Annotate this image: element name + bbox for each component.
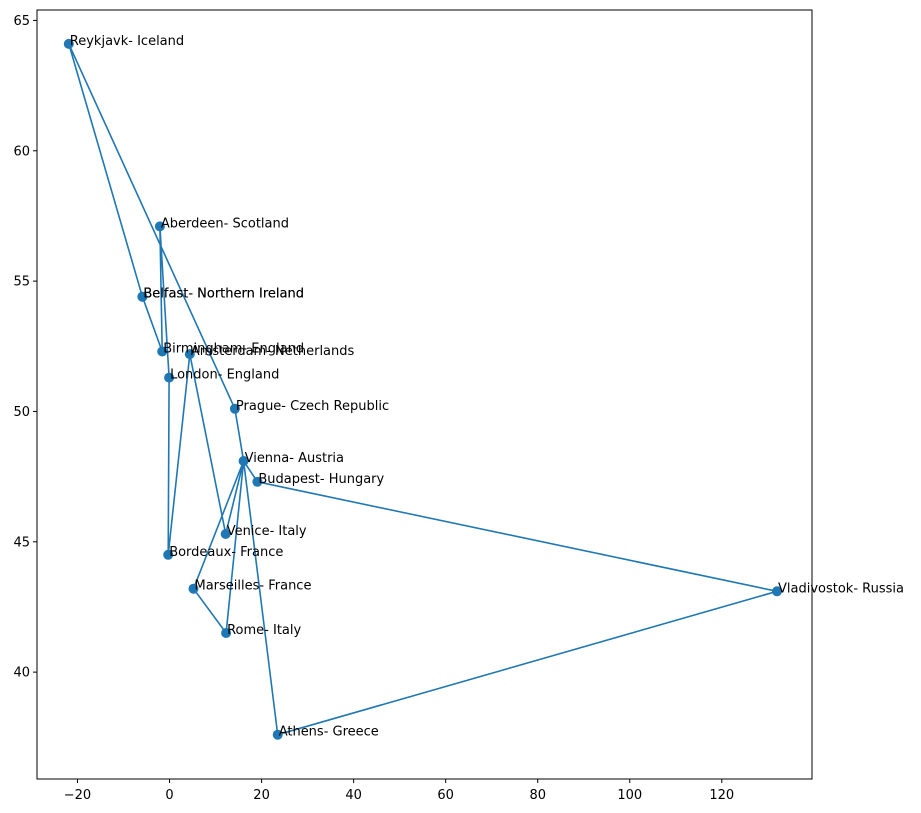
city-point <box>184 349 195 360</box>
city-point <box>63 38 74 49</box>
city-label: Budapest- Hungary <box>258 472 384 487</box>
x-tick-label: −20 <box>64 788 91 803</box>
y-tick-label: 40 <box>13 666 30 681</box>
city-label: Vladivostok- Russia <box>778 581 904 596</box>
city-point <box>137 291 148 302</box>
city-label: Reykjavk- Iceland <box>70 34 184 49</box>
city-point <box>229 403 240 414</box>
city-label: Marseilles- France <box>195 579 312 594</box>
city-label: Prague- Czech Republic <box>236 399 389 414</box>
x-tick-label: 0 <box>165 788 173 803</box>
city-label: Athens- Greece <box>279 725 379 740</box>
x-tick-label: 40 <box>345 788 362 803</box>
x-axis: −20 0 20 40 60 80 100 120 <box>64 779 734 803</box>
city-label: Aberdeen- Scotland <box>161 216 289 231</box>
city-label: Venice- Italy <box>227 524 307 539</box>
city-label: Rome- Italy <box>227 623 301 638</box>
city-point <box>221 628 232 638</box>
city-label: Belfast- Northern Ireland <box>143 287 304 302</box>
points-layer <box>63 38 782 740</box>
city-label: Belfast- Northern Ireland <box>143 287 304 302</box>
labels-layer: Reykjavk- Iceland Aberdeen- Scotland Belfa… <box>70 34 904 740</box>
plot-frame <box>36 9 813 780</box>
city-point <box>154 221 165 232</box>
y-tick-label: 65 <box>13 14 30 29</box>
city-point <box>157 346 168 357</box>
city-label: Amsterdam- Netherlands <box>191 344 355 359</box>
y-tick-label: 45 <box>13 535 30 550</box>
x-tick-label: 80 <box>529 788 546 803</box>
city-label: Bordeaux- France <box>169 545 283 560</box>
city-label: Birmingham- England <box>163 342 304 357</box>
y-tick-label: 55 <box>13 275 30 290</box>
x-tick-label: 20 <box>253 788 270 803</box>
city-point <box>164 372 175 383</box>
city-label: London- England <box>170 368 279 383</box>
city-point <box>163 549 174 560</box>
x-tick-label: 100 <box>617 788 642 803</box>
city-label: Vienna- Austria <box>245 451 344 466</box>
city-point <box>772 586 782 597</box>
x-tick-label: 120 <box>709 788 734 803</box>
y-tick-label: 50 <box>13 405 30 420</box>
city-point <box>252 476 263 487</box>
y-tick-label: 60 <box>13 144 30 159</box>
plot-area <box>37 10 812 779</box>
y-axis: 40 45 50 55 60 65 <box>13 14 37 681</box>
city-point <box>238 456 249 466</box>
city-point <box>188 583 199 594</box>
x-tick-label: 60 <box>437 788 454 803</box>
city-point <box>272 729 283 740</box>
city-point <box>220 529 231 539</box>
